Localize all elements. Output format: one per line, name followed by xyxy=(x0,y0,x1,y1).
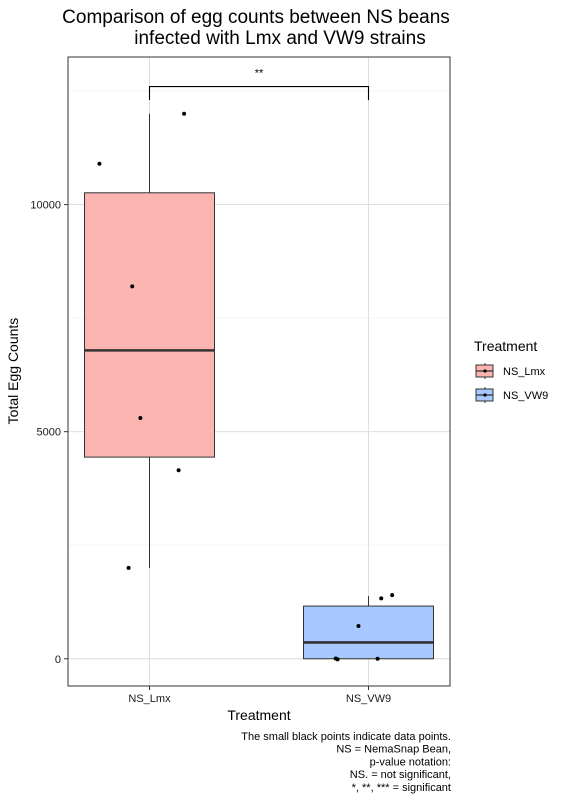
caption-line: The small black points indicate data poi… xyxy=(241,731,451,743)
box-body xyxy=(84,192,215,458)
legend-label: NS_VW9 xyxy=(503,390,548,402)
y-axis-title: Total Egg Counts xyxy=(5,318,21,425)
legend-title: Treatment xyxy=(474,338,537,354)
box-body xyxy=(303,605,434,660)
data-point xyxy=(379,596,384,601)
box-NS_VW9 xyxy=(303,596,434,660)
data-point xyxy=(138,416,143,421)
x-tick-label: NS_VW9 xyxy=(346,693,391,705)
legend: Treatment NS_Lmx NS_VW9 xyxy=(474,338,548,403)
x-tick-label: NS_Lmx xyxy=(128,693,171,705)
y-axis: 0 5000 10000 xyxy=(30,200,68,666)
caption-line: NS. = not significant, xyxy=(350,769,451,781)
plot-border xyxy=(67,56,451,687)
legend-key-point xyxy=(483,393,487,397)
y-tick-label: 0 xyxy=(55,654,61,666)
caption-line: NS = NemaSnap Bean, xyxy=(336,744,451,756)
data-point xyxy=(335,657,340,662)
data-point xyxy=(130,284,135,289)
x-axis: NS_Lmx NS_VW9 xyxy=(128,686,391,705)
box-NS_Lmx xyxy=(84,113,215,568)
y-tick-label: 5000 xyxy=(37,427,61,439)
data-point xyxy=(182,111,187,116)
data-point xyxy=(97,161,102,166)
caption-line: p-value notation: xyxy=(370,756,451,768)
significance-bracket: ** xyxy=(148,68,370,101)
y-tick-label: 10000 xyxy=(30,200,61,212)
legend-key-NS_VW9: NS_VW9 xyxy=(475,387,548,403)
legend-key-NS_Lmx: NS_Lmx xyxy=(475,363,546,379)
box-layer xyxy=(84,113,434,660)
legend-key-point xyxy=(483,369,487,373)
data-point xyxy=(356,624,361,629)
chart-title-line-1: Comparison of egg counts between NS bean… xyxy=(62,7,450,28)
caption: The small black points indicate data poi… xyxy=(241,731,451,794)
x-axis-title: Treatment xyxy=(227,707,290,723)
significance-label: ** xyxy=(255,68,264,80)
data-point xyxy=(390,593,395,598)
data-point xyxy=(176,468,181,473)
data-point xyxy=(375,656,380,661)
data-point xyxy=(126,565,131,570)
legend-label: NS_Lmx xyxy=(503,366,546,378)
bracket-line xyxy=(148,85,370,101)
chart-title-line-2: infected with Lmx and VW9 strains xyxy=(134,28,425,49)
caption-line: *, **, *** = significant xyxy=(352,782,451,794)
point-layer xyxy=(97,111,395,662)
